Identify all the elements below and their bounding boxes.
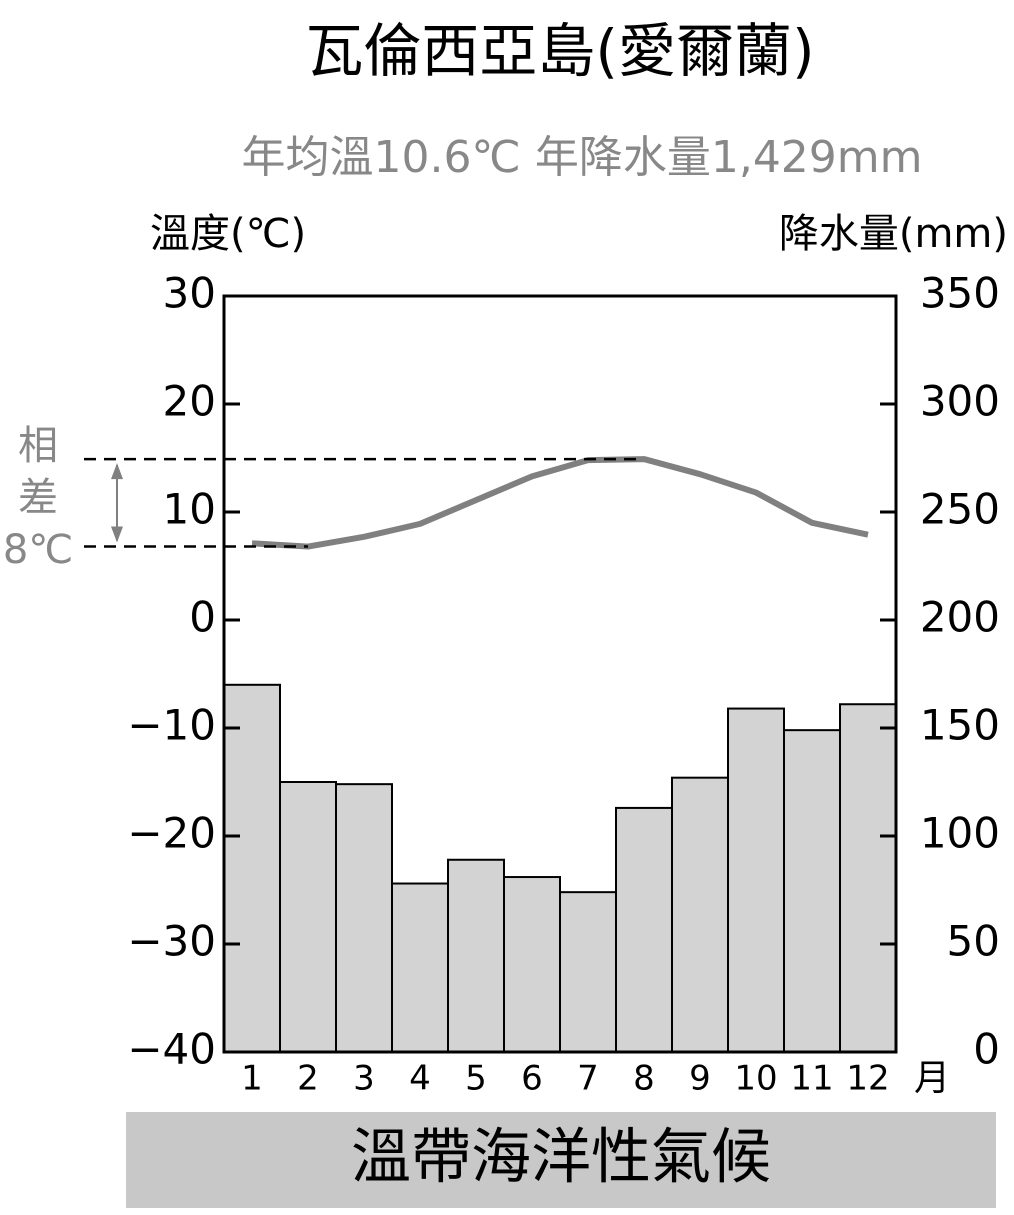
range-annotation: 8℃: [3, 527, 73, 573]
y2-tick-label: 0: [973, 1025, 1000, 1074]
bar: [279, 781, 337, 1053]
bar: [839, 703, 897, 1053]
y2-tick-label: 300: [920, 377, 1000, 426]
footer-box: [126, 1112, 996, 1208]
bar: [503, 876, 561, 1053]
y-tick-label: −40: [127, 1025, 216, 1074]
arrow-head: [111, 526, 123, 543]
bar: [223, 683, 281, 1053]
plot-frame: [222, 294, 898, 1054]
x-tick-label: 10: [734, 1059, 777, 1099]
y2-tick-label: 200: [920, 593, 1000, 642]
x-tick-label: 8: [633, 1059, 655, 1099]
y2-tick-label: 350: [920, 269, 1000, 318]
y2-tick-label: 250: [920, 485, 1000, 534]
y-tick-label: 30: [163, 269, 216, 318]
x-tick-label: 9: [689, 1059, 711, 1099]
bar: [615, 806, 673, 1053]
bar: [559, 891, 617, 1053]
bar: [335, 783, 393, 1053]
range-annotation: 相: [18, 423, 58, 469]
y2-tick-label: 100: [920, 809, 1000, 858]
bar: [671, 776, 729, 1053]
x-tick-label: 1: [241, 1059, 263, 1099]
x-unit: 月: [914, 1058, 950, 1099]
temperature-line: [251, 456, 869, 550]
y-axis-title: 溫度(℃): [150, 211, 306, 257]
y-tick-label: 0: [189, 593, 216, 642]
bar: [783, 729, 841, 1053]
y-tick-label: −30: [127, 917, 216, 966]
y-tick-label: 10: [163, 485, 216, 534]
range-annotation: 差: [18, 475, 58, 521]
chart-subtitle: 年均溫10.6℃ 年降水量1,429mm: [241, 132, 922, 183]
footer-label: 溫帶海洋性氣候: [351, 1123, 771, 1193]
chart-title: 瓦倫西亞島(愛爾蘭): [305, 17, 814, 85]
bar: [727, 707, 785, 1053]
arrow-head: [111, 463, 123, 480]
y2-tick-label: 150: [920, 701, 1000, 750]
x-tick-label: 7: [577, 1059, 599, 1099]
x-tick-label: 11: [790, 1059, 833, 1099]
y-tick-label: 20: [163, 377, 216, 426]
x-tick-label: 6: [521, 1059, 543, 1099]
bar: [391, 882, 449, 1054]
y2-tick-label: 50: [947, 917, 1000, 966]
x-tick-label: 12: [846, 1059, 889, 1099]
y2-axis-title: 降水量(mm): [779, 211, 1008, 257]
y-tick-label: −10: [127, 701, 216, 750]
x-tick-label: 2: [297, 1059, 319, 1099]
bar: [447, 858, 505, 1054]
x-tick-label: 4: [409, 1059, 431, 1099]
y-tick-label: −20: [127, 809, 216, 858]
x-tick-label: 3: [353, 1059, 375, 1099]
x-tick-label: 5: [465, 1059, 487, 1099]
